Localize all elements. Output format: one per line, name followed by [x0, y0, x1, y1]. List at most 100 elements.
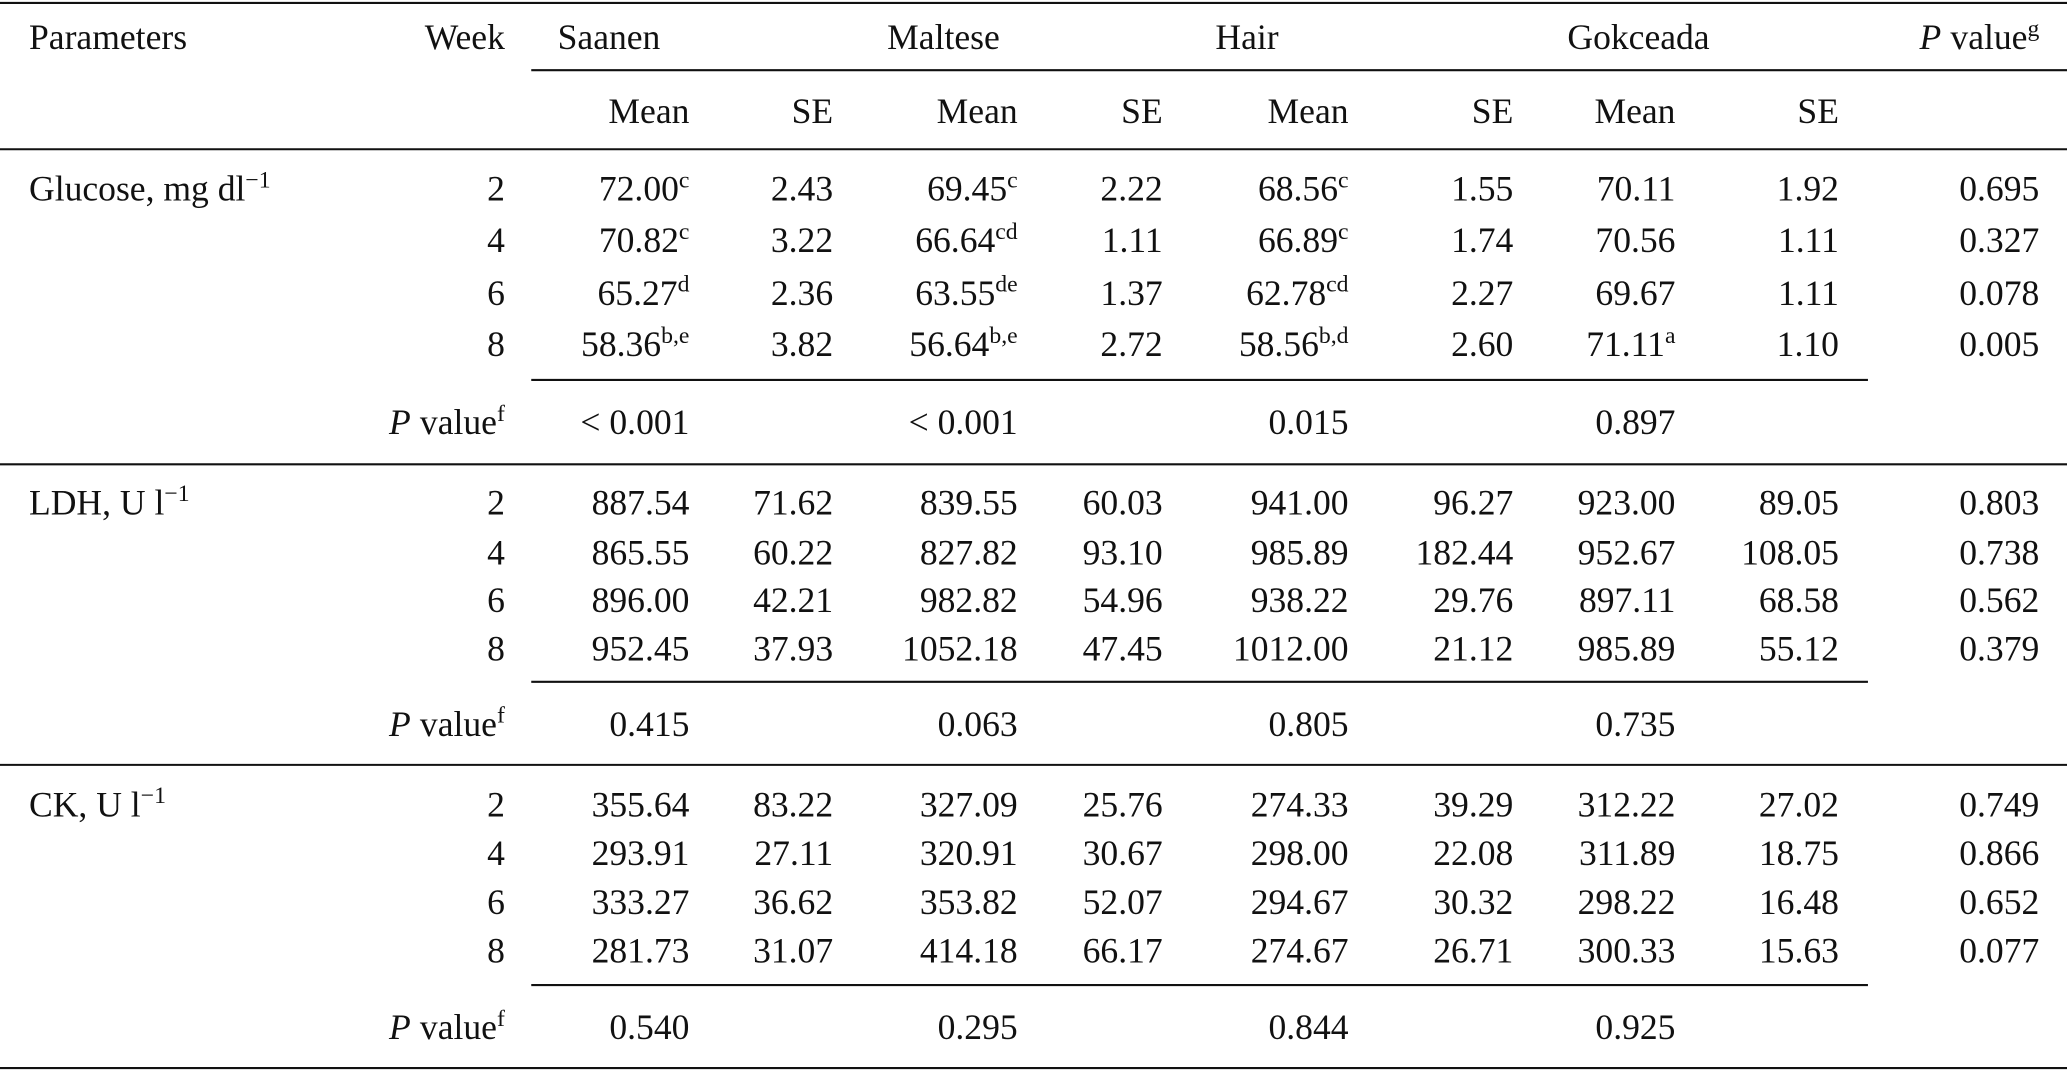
mean: 70.56 — [1595, 220, 1675, 260]
mean-part: c — [1338, 219, 1349, 245]
mean: 294.67 — [1251, 882, 1349, 922]
mean-part: 274.67 — [1251, 931, 1349, 971]
se-part: 182.44 — [1415, 533, 1513, 573]
se: 83.22 — [753, 784, 833, 824]
mean: 58.36b,e — [581, 323, 689, 364]
mean-part: 56.64 — [909, 324, 989, 364]
week-part: 4 — [487, 220, 505, 260]
mean: 58.56b,d — [1239, 323, 1349, 364]
se: 60.03 — [1083, 482, 1163, 522]
se-part: 31.07 — [753, 931, 833, 971]
se: 29.76 — [1433, 580, 1513, 620]
mean-part: de — [995, 272, 1017, 298]
se: 18.75 — [1759, 833, 1839, 873]
se-part: 39.29 — [1433, 784, 1513, 824]
se-part: 108.05 — [1741, 533, 1839, 573]
p-row-value: 0.844 — [1268, 1007, 1348, 1047]
parameter: CK, U l−1 — [29, 783, 166, 824]
p-value-part: 0.803 — [1959, 482, 2039, 522]
se-part: 29.76 — [1433, 580, 1513, 620]
mean-part: 938.22 — [1251, 580, 1349, 620]
mean: 355.64 — [592, 784, 690, 824]
mean-part: c — [1007, 167, 1018, 193]
p-row-value-part: 0.015 — [1268, 402, 1348, 442]
mean: 923.00 — [1578, 482, 1676, 522]
se: 182.44 — [1415, 533, 1513, 573]
se: 1.37 — [1100, 273, 1162, 313]
se: 30.32 — [1433, 882, 1513, 922]
se: 31.07 — [753, 931, 833, 971]
mean-part: b,e — [661, 323, 689, 349]
week: 4 — [487, 533, 505, 573]
se: 2.22 — [1100, 169, 1162, 209]
week-part: 8 — [487, 629, 505, 669]
parameter-part: −1 — [164, 481, 189, 507]
se: 71.62 — [753, 482, 833, 522]
mean-part: 355.64 — [592, 784, 690, 824]
p-row-value: 0.295 — [938, 1007, 1018, 1047]
mean: 865.55 — [592, 533, 690, 573]
mean: 65.27d — [598, 272, 690, 313]
mean-part: 311.89 — [1579, 833, 1676, 873]
mean: 66.89c — [1258, 219, 1349, 260]
p-row-label-part: f — [497, 703, 505, 729]
p-row-value-part: 0.540 — [609, 1007, 689, 1047]
se: 42.21 — [753, 580, 833, 620]
header-breed: Gokceada — [1567, 17, 1709, 57]
se: 47.45 — [1083, 629, 1163, 669]
header-p-value-part: value — [1950, 17, 2027, 57]
se-part: 60.03 — [1083, 482, 1163, 522]
mean-part: 72.00 — [599, 169, 679, 209]
mean-part: 982.82 — [920, 580, 1018, 620]
p-row-value: 0.925 — [1595, 1007, 1675, 1047]
header-stat: Mean — [1268, 91, 1349, 131]
week-part: 2 — [487, 169, 505, 209]
p-value-part: 0.327 — [1959, 220, 2039, 260]
mean: 274.67 — [1251, 931, 1349, 971]
se: 2.43 — [771, 169, 833, 209]
se-part: 30.67 — [1083, 833, 1163, 873]
week-part: 6 — [487, 882, 505, 922]
se-part: 68.58 — [1759, 580, 1839, 620]
p-row-value-part: 0.897 — [1595, 402, 1675, 442]
mean-part: 414.18 — [920, 931, 1018, 971]
se-part: 2.27 — [1451, 273, 1513, 313]
mean: 941.00 — [1251, 482, 1349, 522]
se: 1.11 — [1102, 220, 1163, 260]
mean: 63.55de — [915, 272, 1017, 313]
se-part: 3.82 — [771, 324, 833, 364]
header-breed-part: Saanen — [558, 17, 661, 57]
mean-part: 63.55 — [915, 273, 995, 313]
se-part: 2.60 — [1451, 324, 1513, 364]
se-part: 1.11 — [1778, 273, 1839, 313]
parameter: LDH, U l−1 — [29, 481, 190, 522]
mean: 62.78cd — [1246, 272, 1349, 313]
mean-part: 320.91 — [920, 833, 1018, 873]
se-part: 52.07 — [1083, 882, 1163, 922]
mean-part: 66.64 — [915, 220, 995, 260]
mean-part: c — [1338, 167, 1349, 193]
se-part: 25.76 — [1083, 784, 1163, 824]
se-part: 66.17 — [1083, 931, 1163, 971]
se-part: 15.63 — [1759, 931, 1839, 971]
p-value: 0.749 — [1959, 784, 2039, 824]
se: 68.58 — [1759, 580, 1839, 620]
mean-part: 70.56 — [1595, 220, 1675, 260]
header-stat: SE — [792, 91, 834, 131]
mean-part: 281.73 — [592, 931, 690, 971]
header-stat-part: SE — [792, 91, 834, 131]
p-value-part: 0.652 — [1959, 882, 2039, 922]
mean: 298.00 — [1251, 833, 1349, 873]
p-row-value: < 0.001 — [580, 402, 689, 442]
header-stat: Mean — [937, 91, 1018, 131]
p-row-label-part: f — [497, 401, 505, 427]
se-part: 30.32 — [1433, 882, 1513, 922]
mean-part: 952.45 — [592, 629, 690, 669]
mean: 985.89 — [1251, 533, 1349, 573]
se-part: 37.93 — [753, 629, 833, 669]
se: 2.27 — [1451, 273, 1513, 313]
header-stat: SE — [1121, 91, 1163, 131]
se-part: 2.36 — [771, 273, 833, 313]
